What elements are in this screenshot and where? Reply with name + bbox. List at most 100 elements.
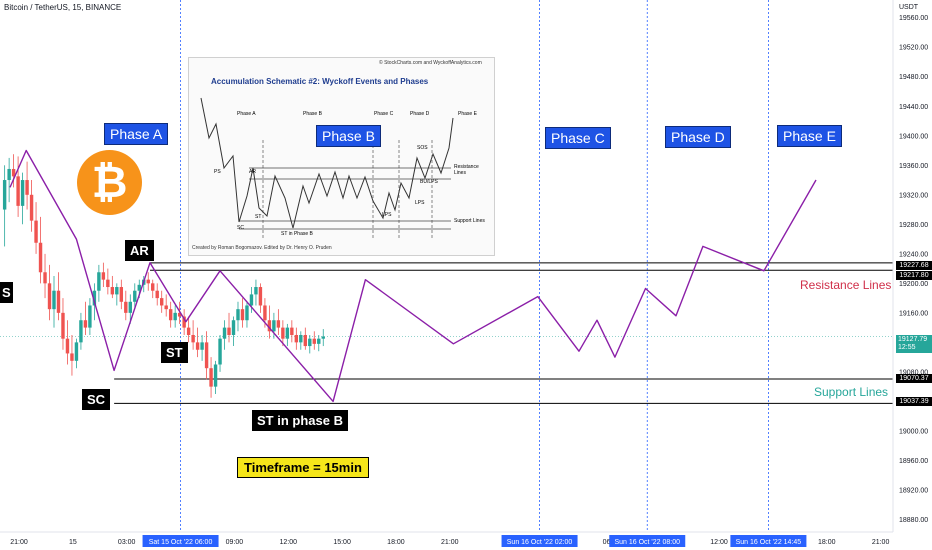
candle-body	[177, 312, 182, 317]
candle-body	[227, 327, 231, 335]
event-label-sc: SC	[82, 389, 111, 410]
price-tag-support-upper: 19070.37	[896, 374, 932, 383]
inset-phase-b: Phase B	[303, 111, 322, 117]
x-tick-label: 09:00	[226, 539, 244, 546]
candle-body	[285, 327, 290, 339]
candle	[133, 283, 137, 310]
candle	[151, 279, 155, 299]
inset-schematic-drawing	[200, 97, 454, 238]
wyckoff-schematic-inset: © StockCharts.com and WyckoffAnalytics.c…	[188, 57, 495, 256]
candle-body	[128, 301, 132, 313]
y-tick-label: 19400.00	[899, 133, 928, 140]
candle-body	[16, 176, 20, 206]
candle	[88, 298, 92, 335]
candle	[2, 165, 7, 247]
candle-body	[213, 364, 218, 387]
candle-body	[25, 180, 29, 195]
candle	[119, 279, 124, 310]
candle	[227, 312, 231, 343]
x-tick-label: 18:00	[818, 539, 836, 546]
inset-phase-e: Phase E	[458, 111, 477, 117]
candle	[74, 338, 79, 369]
candle	[186, 316, 191, 343]
partial-event-label: S	[0, 282, 13, 303]
x-tick-label: 15:00	[333, 539, 351, 546]
candle-body	[151, 283, 155, 291]
candle	[159, 290, 164, 313]
x-tick-label: 21:00	[10, 539, 28, 546]
candles	[2, 154, 325, 398]
candle-body	[240, 309, 245, 321]
candle	[303, 327, 308, 350]
event-label-st: ST	[161, 342, 188, 363]
candle	[249, 287, 254, 313]
candle	[20, 172, 25, 225]
x-highlight-tag-label: Sat 15 Oct '22 06:00	[149, 539, 213, 546]
candle-body	[281, 327, 285, 339]
candle-body	[159, 298, 164, 306]
candle-body	[43, 272, 47, 284]
candle	[29, 180, 34, 232]
candle-body	[47, 283, 52, 310]
x-highlight-tag-label: Sun 16 Oct '22 02:00	[507, 539, 573, 546]
candle-body	[101, 272, 106, 280]
inset-phase-c: Phase C	[374, 111, 394, 117]
inset-resistance-label: Resistance Lines	[454, 164, 479, 176]
candle-body	[70, 353, 74, 361]
inset-event-sos: SOS	[417, 145, 428, 151]
candle-body	[303, 334, 308, 347]
candle	[213, 360, 218, 395]
y-tick-label: 19520.00	[899, 45, 928, 52]
inset-phase-d: Phase D	[410, 111, 430, 117]
candle	[276, 309, 281, 335]
candle-body	[29, 194, 34, 221]
candle-body	[182, 316, 186, 328]
candle	[52, 275, 56, 328]
candle	[56, 272, 61, 321]
candle-body	[218, 338, 222, 365]
candle	[200, 334, 204, 361]
candle	[195, 327, 200, 358]
candle-body	[146, 279, 150, 284]
x-highlight-tag-label: Sun 16 Oct '22 14:45	[736, 539, 802, 546]
candle	[236, 301, 240, 332]
phase-c-label: Phase C	[545, 127, 611, 149]
price-tag-support-lower: 19037.39	[896, 397, 932, 406]
bitcoin-logo-icon: ₿	[77, 150, 142, 215]
inset-event-st: ST	[255, 214, 262, 220]
candle	[47, 264, 52, 321]
y-tick-label: 19560.00	[899, 15, 928, 22]
candle	[218, 334, 222, 372]
x-tick-label: 12:00	[710, 539, 728, 546]
price-tag-current: 19127.79 12:55	[896, 335, 932, 353]
candle	[272, 312, 276, 339]
candle	[168, 301, 173, 328]
timeframe-label: Timeframe = 15min	[237, 457, 369, 478]
event-label-st-phase-b: ST in phase B	[252, 410, 348, 431]
candle	[106, 268, 110, 295]
x-highlight-tag-bg	[609, 535, 686, 547]
inset-phase-a: Phase A	[237, 111, 256, 117]
unit-label: USDT	[899, 4, 919, 11]
candle-body	[294, 334, 299, 343]
candle-body	[106, 279, 110, 288]
candle-body	[204, 342, 209, 369]
resistance-lines-label: Resistance Lines	[800, 278, 892, 292]
candle	[267, 305, 272, 339]
price-tag-resistance-upper: 19227.68	[896, 261, 932, 270]
inset-event-ps: PS	[214, 169, 221, 175]
candle-body	[263, 305, 267, 321]
wyckoff-projection-path	[9, 149, 817, 403]
candle	[38, 216, 43, 284]
x-tick-label: 15	[69, 539, 77, 546]
highlight-vertical-lines	[180, 0, 769, 532]
phase-e-label: Phase E	[777, 125, 842, 147]
candle-body	[34, 220, 38, 243]
candle	[25, 161, 29, 210]
candle-body	[7, 168, 11, 181]
projection-line	[9, 149, 817, 403]
inset-title: Accumulation Schematic #2: Wyckoff Event…	[211, 77, 429, 86]
x-highlight-tag: Sun 16 Oct '22 08:00	[609, 535, 686, 547]
x-highlight-tag: Sat 15 Oct '22 06:00	[142, 535, 219, 547]
candle-body	[79, 320, 83, 343]
